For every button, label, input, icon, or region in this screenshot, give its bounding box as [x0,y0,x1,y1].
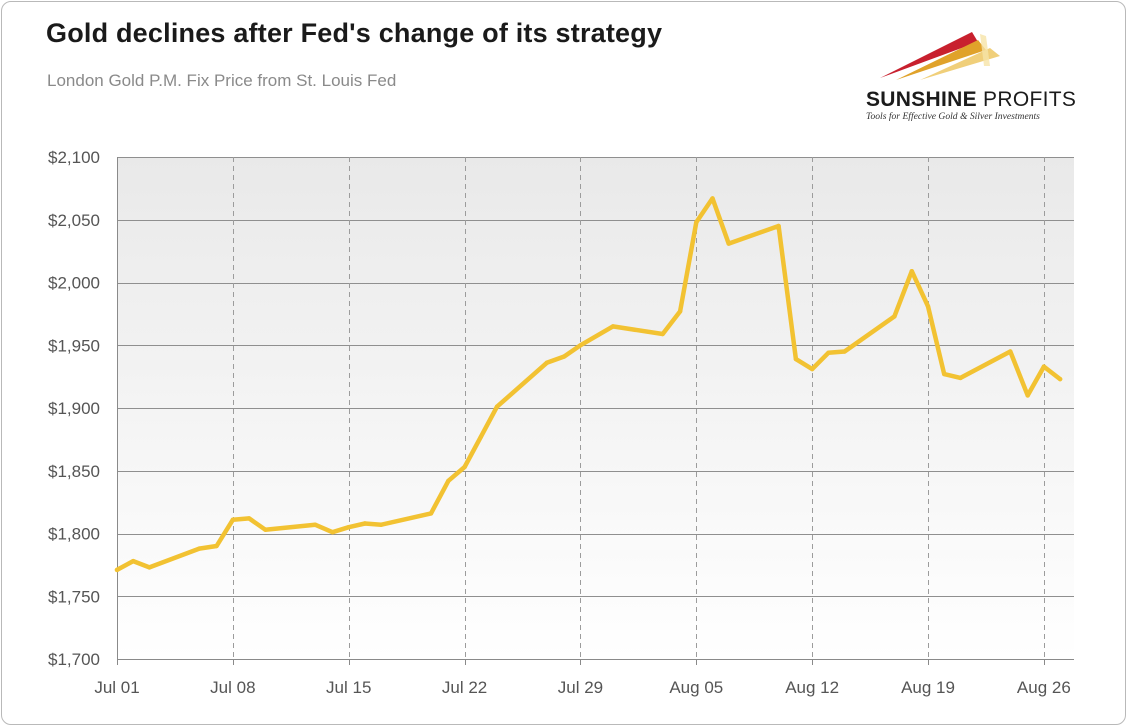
data-point [726,241,731,246]
y-tick-label: $1,750 [48,587,100,606]
data-point [346,525,351,530]
data-point [842,349,847,354]
y-tick-label: $2,100 [48,148,100,167]
data-point [197,546,202,551]
y-tick-label: $1,900 [48,399,100,418]
data-point [246,516,252,521]
x-tick-label: Jul 22 [442,678,487,697]
chart-title: Gold declines after Fed's change of its … [46,18,663,48]
data-point [610,324,616,329]
data-point [1057,376,1063,382]
y-tick-label: $1,800 [48,525,100,544]
data-point [710,196,715,201]
data-point [114,567,120,573]
data-point [446,478,451,483]
chart-subtitle: London Gold P.M. Fix Price from St. Loui… [47,71,397,90]
logo-red-ray [880,32,978,78]
data-point [230,517,236,522]
data-point [909,269,914,274]
data-point [544,360,549,365]
brand-name-bold: SUNSHINE [866,88,977,111]
data-point [428,511,434,516]
data-point [578,343,583,348]
data-point [1008,349,1013,354]
y-tick-label: $2,050 [48,211,100,230]
brand-name: SUNSHINE PROFITS [866,88,1076,112]
data-point [892,314,897,319]
data-point [478,434,483,440]
data-point [147,565,152,570]
data-point [776,223,781,229]
data-point [1041,364,1047,369]
data-point [263,527,268,532]
data-point [330,530,335,535]
data-point [312,522,318,527]
brand-tagline: Tools for Effective Gold & Silver Invest… [866,111,1040,122]
y-tick-label: $1,700 [48,650,100,669]
logo-gold-ray [896,40,986,80]
x-tick-label: Jul 08 [210,678,255,697]
data-point [826,350,831,355]
data-point [462,464,467,470]
data-point [925,304,931,309]
data-point [379,522,384,527]
logo-light-ray [920,48,1000,80]
logo-glint [980,34,990,66]
data-point [677,309,683,314]
data-point [810,366,815,372]
data-point [793,356,799,362]
data-point [660,331,665,337]
x-tick-label: Jul 01 [94,678,139,697]
data-point [131,558,136,564]
x-tick-label: Jul 29 [558,678,603,697]
sunshine-profits-logo-icon [880,32,1000,80]
data-point [1025,393,1030,398]
x-tick-label: Aug 26 [1017,678,1071,697]
y-tick-label: $2,000 [48,274,100,293]
data-point [694,220,699,225]
data-point [942,371,947,377]
data-point [214,543,219,549]
x-tick-label: Aug 19 [901,678,955,697]
x-tick-label: Jul 15 [326,678,371,697]
data-point [494,404,500,409]
x-tick-label: Aug 05 [669,678,723,697]
y-tick-label: $1,950 [48,336,100,355]
brand-name-rest: PROFITS [976,88,1077,111]
data-point [958,375,963,381]
x-tick-label: Aug 12 [785,678,839,697]
y-tick-label: $1,850 [48,462,100,481]
data-point [362,521,368,526]
data-point [562,354,567,359]
